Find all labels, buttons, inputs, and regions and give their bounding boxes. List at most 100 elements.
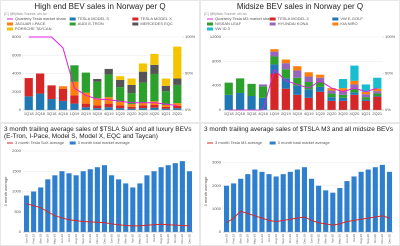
- bar: [327, 90, 336, 94]
- bar: [304, 97, 313, 110]
- legend-swatch: [7, 27, 13, 30]
- bar: [361, 83, 370, 92]
- panel: Midsize BEV sales in Norway per Q (C) @f…: [201, 1, 399, 122]
- chart-subtitle: (C) @flyNdu Source: ofv.no: [204, 11, 247, 16]
- x-tick-label: Jul-19: [67, 234, 71, 243]
- bar: [327, 96, 336, 101]
- x-tick-label: Nov-19: [95, 234, 99, 244]
- x-tick-label: Mar-20: [124, 234, 128, 244]
- bar: [138, 71, 148, 83]
- x-tick-label: 1Q20: [315, 111, 326, 116]
- bar: [293, 69, 302, 78]
- x-tick-label: Aug-20: [159, 234, 163, 244]
- bar: [173, 46, 182, 79]
- x-tick-label: Apr-20: [131, 234, 135, 243]
- x-tick-label: Oct-19: [88, 234, 92, 243]
- bar: [338, 97, 348, 101]
- bar: [361, 91, 370, 94]
- legend-swatch: [132, 17, 139, 20]
- bar: [281, 88, 290, 110]
- bar: [161, 90, 170, 105]
- x-tick-label: Dec-20: [187, 234, 191, 244]
- bar: [59, 171, 65, 232]
- bar: [287, 171, 293, 232]
- x-tick-label: Jun-20: [345, 234, 349, 244]
- bar: [338, 90, 348, 95]
- bar: [373, 95, 382, 97]
- bar: [104, 103, 113, 107]
- bar: [173, 78, 182, 85]
- x-tick-label: Sep-20: [166, 234, 170, 244]
- bar: [161, 106, 170, 109]
- bar: [81, 103, 90, 107]
- x-tick-label: Dec-20: [387, 234, 391, 244]
- bar: [281, 59, 290, 63]
- bar: [245, 174, 251, 232]
- x-tick-label: Dec-19: [302, 234, 306, 244]
- line: [28, 36, 178, 106]
- bar: [373, 77, 382, 89]
- legend-swatch: [332, 22, 339, 25]
- legend-label: JAGUAR I-PACE: [15, 21, 46, 26]
- bar: [165, 165, 171, 232]
- bar: [316, 86, 325, 92]
- line: [26, 203, 190, 227]
- x-tick-label: Jul-19: [267, 234, 271, 243]
- bar: [350, 83, 359, 89]
- y-axis-label: 3 month average: [203, 176, 208, 207]
- y2-tick-label: 0%: [385, 107, 391, 112]
- bar: [338, 100, 348, 110]
- bar: [361, 96, 370, 100]
- x-tick-label: Mar-19: [39, 234, 43, 244]
- bar: [231, 183, 237, 232]
- x-tick-label: May-20: [338, 234, 342, 244]
- x-tick-label: Apr-19: [46, 234, 50, 243]
- panel: 3 month trailing average sales of $TSLA …: [201, 124, 399, 245]
- bar: [327, 93, 336, 97]
- chart-title: Midsize BEV sales in Norway per Q: [236, 2, 364, 11]
- bar: [281, 77, 290, 89]
- y-axis-label: 3 month average: [3, 176, 8, 207]
- chart-title: 3 month trailing average sales of $TSLA …: [204, 126, 393, 133]
- y2-tick-label: 50%: [185, 70, 193, 75]
- x-tick-label: Sep-19: [81, 234, 85, 244]
- bar: [344, 181, 350, 232]
- bar: [258, 83, 268, 86]
- x-tick-label: 4Q19: [104, 111, 115, 116]
- x-tick-label: Sep-20: [366, 234, 370, 244]
- legend-label: MERCEDES EQC: [140, 21, 173, 26]
- bar: [130, 187, 136, 232]
- legend-swatch: [207, 22, 213, 25]
- legend-swatch: [207, 27, 213, 30]
- y-tick-label: 12000: [210, 34, 222, 39]
- legend-label: VW E-GOLF: [340, 16, 363, 21]
- bar: [31, 191, 37, 232]
- bar: [172, 163, 178, 232]
- bar: [179, 161, 185, 232]
- bar: [293, 94, 302, 110]
- bar: [281, 62, 290, 69]
- legend-label: TESLA MODEL S: [78, 16, 110, 21]
- bar: [104, 68, 113, 74]
- bar: [280, 174, 286, 232]
- bar: [38, 187, 44, 232]
- x-tick-label: Jul-20: [352, 234, 356, 243]
- bar: [350, 91, 359, 95]
- x-tick-label: 2Q19: [281, 111, 292, 116]
- x-tick-label: Jul-20: [152, 234, 156, 243]
- bar: [316, 74, 325, 78]
- bar: [104, 106, 113, 110]
- legend-label: VW ID.3: [215, 26, 231, 31]
- x-tick-label: Oct-20: [373, 234, 377, 243]
- bar: [304, 81, 313, 89]
- legend-swatch: [269, 141, 276, 145]
- chart: 3 month Tesla M3 average 3 month total ma…: [203, 140, 393, 244]
- x-tick-label: May-20: [138, 234, 142, 244]
- x-tick-label: 1Q21: [161, 111, 172, 116]
- bar: [150, 104, 159, 108]
- bar: [281, 68, 290, 78]
- x-tick-label: 1Q18: [24, 111, 35, 116]
- bar: [337, 188, 343, 232]
- legend-label: TESLA MODEL X: [140, 16, 172, 21]
